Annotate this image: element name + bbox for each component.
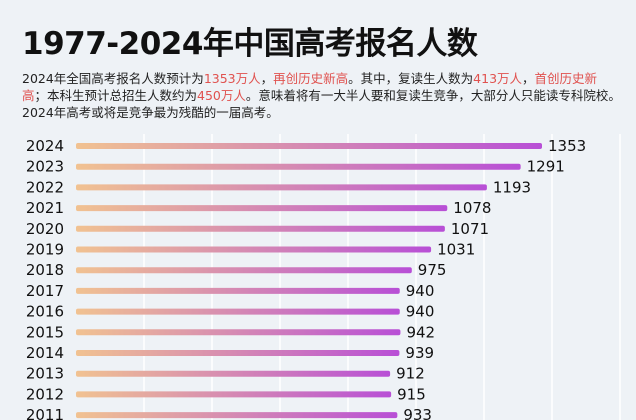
- value-label-2014: 939: [405, 344, 434, 362]
- value-label-2020: 1071: [451, 220, 489, 238]
- desc-highlight-total: 1353万人: [203, 71, 261, 86]
- bar-2011: [76, 412, 398, 419]
- year-label-2017: 2017: [26, 282, 64, 300]
- bar-2018: [76, 267, 412, 274]
- year-label-2018: 2018: [26, 261, 64, 279]
- value-label-2016: 940: [406, 303, 435, 321]
- grid-lines: [143, 134, 621, 420]
- desc-highlight-repeat: 413万人: [473, 71, 523, 86]
- value-label-2012: 915: [397, 385, 426, 403]
- year-label-2020: 2020: [26, 220, 64, 238]
- value-label-2011: 933: [403, 406, 432, 420]
- value-label-2017: 940: [406, 282, 435, 300]
- bar-2023: [76, 163, 521, 170]
- year-label-2021: 2021: [26, 199, 64, 217]
- value-label-2019: 1031: [437, 241, 475, 259]
- value-label-2013: 912: [396, 365, 425, 383]
- desc-highlight-undergrad: 450万人: [197, 88, 246, 103]
- value-label-2015: 942: [406, 323, 435, 341]
- bar-2014: [76, 350, 400, 356]
- bar-2012: [76, 391, 392, 398]
- bar-2016: [76, 308, 400, 315]
- bar-2022: [76, 184, 487, 191]
- desc-text-4: ，: [522, 71, 535, 86]
- value-label-2023: 1291: [527, 158, 565, 176]
- year-label-2023: 2023: [26, 158, 64, 176]
- desc-text-3: 。其中，复读生人数为: [348, 71, 474, 86]
- bar-2015: [76, 329, 401, 336]
- year-label-2022: 2022: [26, 178, 64, 196]
- value-label-2021: 1078: [453, 199, 491, 217]
- bar-2020: [76, 225, 445, 232]
- desc-text-5: ；本科生预计总招生人数约为: [34, 88, 198, 103]
- bar-2024: [76, 143, 542, 149]
- year-label-2012: 2012: [26, 385, 64, 403]
- bar-2017: [76, 287, 400, 294]
- value-label-2018: 975: [418, 261, 447, 279]
- desc-text-6: 。意味着将有一大半人要和复读生竞争，大部分人只能读专科院校。2024年高考或将是…: [22, 88, 621, 120]
- desc-text-2: ，: [260, 71, 274, 86]
- bar-2019: [76, 246, 432, 253]
- year-label-2016: 2016: [26, 303, 64, 321]
- year-label-2024: 2024: [26, 137, 64, 155]
- desc-text-1: 2024年全国高考报名人数预计为: [22, 71, 204, 86]
- bar-2013: [76, 370, 391, 377]
- bar-chart: 2024 1353 2023 1291 2022 1193 2021 1078 2020 1071…: [26, 134, 621, 420]
- year-label-2011: 2011: [26, 406, 64, 420]
- year-label-2019: 2019: [26, 241, 64, 259]
- desc-highlight-first-record: 首创历史新高: [22, 71, 598, 103]
- bars: [76, 143, 542, 419]
- year-label-2013: 2013: [26, 365, 64, 383]
- year-label-2015: 2015: [26, 323, 64, 341]
- chart-title: 1977-2024年中国高考报名人数: [22, 26, 478, 62]
- year-label-2014: 2014: [26, 344, 64, 362]
- chart-description: 2024年全国高考报名人数预计为1353万人，再创历史新高。其中，复读生人数为4…: [22, 70, 622, 121]
- value-label-2024: 1353: [548, 137, 586, 155]
- labels: 2024 1353 2023 1291 2022 1193 2021 1078 2020 1071…: [26, 137, 586, 420]
- desc-highlight-record: 再创历史新高: [273, 71, 349, 86]
- value-label-2022: 1193: [493, 178, 531, 196]
- bar-2021: [76, 205, 448, 212]
